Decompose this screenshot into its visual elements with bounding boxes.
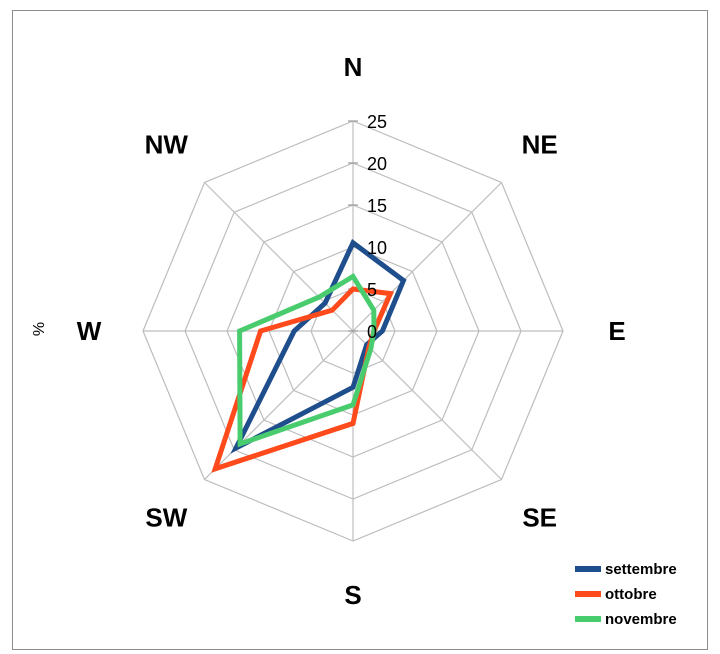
tick-label: 25 (367, 112, 387, 132)
series-line-settembre (230, 238, 407, 454)
legend-label-settembre: settembre (605, 561, 677, 578)
tick-label: 20 (367, 154, 387, 174)
axis-unit-label: % (31, 322, 48, 336)
radar-grid (142, 120, 564, 542)
radar-chart: 0 5 10 15 20 25 N NE E SE S SW W NW % settembre ottob… (31, 52, 677, 628)
grid-spoke-nw (204, 182, 354, 332)
tick-label: 5 (367, 280, 377, 300)
direction-label-ne: NE (522, 129, 558, 159)
direction-labels: N NE E SE S SW W NW (77, 52, 626, 610)
series-line-ottobre (211, 286, 395, 473)
direction-label-e: E (608, 316, 625, 346)
tick-label: 15 (367, 196, 387, 216)
chart-frame: 0 5 10 15 20 25 N NE E SE S SW W NW % settembre ottob… (12, 10, 708, 650)
grid-spoke-ne (352, 182, 502, 332)
direction-label-s: S (344, 580, 361, 610)
radar-series (211, 238, 407, 473)
tick-label: 10 (367, 238, 387, 258)
series-line-novembre (237, 272, 377, 448)
grid-spoke-se (352, 330, 502, 480)
direction-label-n: N (344, 52, 363, 82)
radial-tick-labels: 0 5 10 15 20 25 (367, 112, 387, 342)
direction-label-se: SE (522, 503, 557, 533)
legend: settembre ottobre novembre (575, 561, 677, 628)
legend-label-novembre: novembre (605, 611, 677, 628)
legend-label-ottobre: ottobre (605, 586, 657, 603)
grid-spoke-sw (204, 330, 354, 480)
tick-label: 0 (367, 322, 377, 342)
direction-label-w: W (77, 316, 102, 346)
direction-label-sw: SW (145, 503, 187, 533)
direction-label-nw: NW (145, 129, 189, 159)
